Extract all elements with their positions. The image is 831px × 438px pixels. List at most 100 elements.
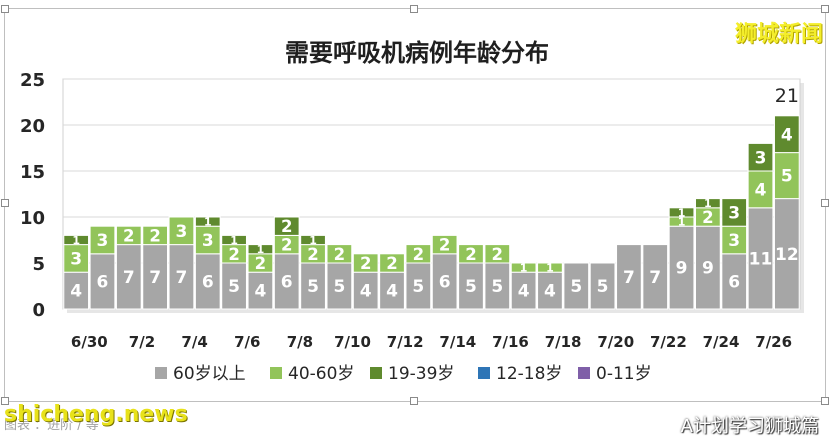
legend-label: 19-39岁 bbox=[388, 364, 454, 384]
data-label: 6 bbox=[202, 273, 214, 293]
bar-segment bbox=[747, 142, 774, 172]
data-label: 1 bbox=[72, 234, 80, 247]
resize-handle-top[interactable] bbox=[410, 5, 418, 13]
x-tick-label: 7/10 bbox=[334, 333, 371, 351]
data-label: 4 bbox=[755, 181, 767, 201]
bar-segment bbox=[142, 225, 168, 246]
bar-segment bbox=[431, 234, 458, 255]
bar-segment bbox=[589, 262, 616, 310]
bar-segment bbox=[695, 198, 721, 209]
data-label: 3 bbox=[70, 250, 82, 270]
data-label: 5 bbox=[781, 167, 793, 187]
brand-logo-text: 狮城新闻 bbox=[734, 22, 823, 47]
data-label: 7 bbox=[149, 268, 161, 288]
x-tick-label: 7/8 bbox=[287, 333, 313, 351]
data-label: 1 bbox=[546, 262, 554, 275]
legend-swatch bbox=[578, 367, 590, 379]
resize-handle-bottom-right[interactable] bbox=[821, 397, 829, 405]
data-label: 2 bbox=[123, 226, 135, 245]
bar-segment bbox=[379, 253, 405, 273]
data-label: 2 bbox=[439, 236, 451, 255]
bar-segment bbox=[537, 262, 563, 273]
data-label: 9 bbox=[702, 259, 714, 279]
data-label: 1 bbox=[309, 234, 317, 247]
legend-label: 40-60岁 bbox=[288, 364, 354, 384]
total-label: 21 bbox=[775, 85, 799, 107]
resize-handle-left[interactable] bbox=[1, 199, 9, 207]
resize-handle-top-right[interactable] bbox=[821, 5, 829, 13]
bar-segment bbox=[773, 115, 800, 154]
x-tick-label: 6/30 bbox=[71, 333, 108, 351]
data-label: 2 bbox=[281, 217, 293, 236]
x-tick-label: 7/12 bbox=[387, 333, 424, 351]
bar-segment bbox=[168, 244, 195, 310]
data-label: 11 bbox=[749, 250, 773, 270]
legend-label: 12-18岁 bbox=[496, 364, 562, 384]
data-label: 5 bbox=[307, 277, 319, 297]
data-label: 5 bbox=[570, 277, 582, 297]
bar-segment bbox=[773, 152, 800, 200]
bar-segment bbox=[194, 216, 221, 227]
x-tick-label: 7/14 bbox=[439, 333, 476, 351]
data-label: 4 bbox=[254, 282, 266, 302]
bar-segment bbox=[616, 244, 642, 310]
bar-segment bbox=[247, 244, 274, 255]
data-label: 3 bbox=[97, 231, 109, 251]
watermark-left: shicheng.news bbox=[4, 402, 188, 427]
bar-segment bbox=[273, 253, 300, 310]
bar-segment bbox=[300, 234, 326, 246]
bar-segment bbox=[747, 207, 774, 310]
data-label: 5 bbox=[228, 277, 240, 297]
chart-title: 需要呼吸机病例年龄分布 bbox=[285, 39, 549, 67]
data-label: 7 bbox=[176, 268, 188, 288]
bar-segment bbox=[326, 244, 353, 264]
data-label: 4 bbox=[544, 282, 556, 302]
legend-label: 0-11岁 bbox=[596, 364, 652, 384]
data-label: 2 bbox=[386, 254, 398, 273]
data-label: 3 bbox=[202, 231, 214, 251]
legend-swatch bbox=[270, 367, 282, 379]
bar-segment bbox=[63, 271, 90, 310]
data-label: 6 bbox=[439, 273, 451, 293]
bar-segment bbox=[721, 225, 748, 255]
data-label: 7 bbox=[623, 268, 635, 288]
data-label: 4 bbox=[386, 282, 398, 302]
resize-handle-bottom-left[interactable] bbox=[1, 397, 9, 405]
data-label: 4 bbox=[70, 282, 82, 302]
bar-segment bbox=[642, 244, 669, 310]
y-tick-label: 25 bbox=[20, 70, 45, 91]
data-label: 2 bbox=[413, 245, 425, 264]
data-label: 5 bbox=[597, 277, 609, 297]
data-label: 7 bbox=[649, 268, 661, 288]
data-label: 1 bbox=[230, 234, 238, 247]
data-label: 1 bbox=[520, 262, 528, 275]
data-label: 12 bbox=[775, 245, 799, 265]
resize-handle-bottom[interactable] bbox=[410, 397, 418, 405]
x-tick-label: 7/6 bbox=[234, 333, 260, 351]
bar-segment bbox=[484, 262, 511, 310]
bar-segment bbox=[458, 244, 484, 264]
legend-label: 60岁以上 bbox=[173, 364, 246, 384]
data-label: 7 bbox=[123, 268, 135, 288]
data-label: 2 bbox=[360, 254, 372, 273]
resize-handle-top-left[interactable] bbox=[1, 5, 9, 13]
data-label: 2 bbox=[307, 245, 319, 264]
x-tick-label: 7/4 bbox=[181, 333, 207, 351]
caption-text: 图表 ：进阶 / 等 bbox=[4, 418, 99, 433]
data-label: 4 bbox=[360, 282, 372, 302]
data-label: 2 bbox=[255, 254, 267, 273]
bar-segment bbox=[168, 216, 195, 246]
bar-segment bbox=[115, 225, 142, 246]
data-label: 2 bbox=[228, 245, 240, 264]
bar-segment bbox=[89, 225, 116, 255]
x-tick-label: 7/26 bbox=[755, 333, 792, 351]
data-label: 4 bbox=[781, 125, 793, 145]
bar-segment bbox=[668, 207, 695, 218]
data-label: 5 bbox=[333, 277, 345, 297]
resize-handle-right[interactable] bbox=[821, 199, 829, 207]
data-label: 5 bbox=[491, 277, 503, 297]
data-label: 4 bbox=[518, 282, 530, 302]
y-tick-label: 20 bbox=[20, 116, 45, 137]
chart-frame: 需要呼吸机病例年龄分布 0 5 10 15 20 25 4 3 1 6/30 6 3 7 2 7/2 7 2 7 3 7… bbox=[1, 5, 829, 405]
bar-segment bbox=[352, 253, 379, 273]
